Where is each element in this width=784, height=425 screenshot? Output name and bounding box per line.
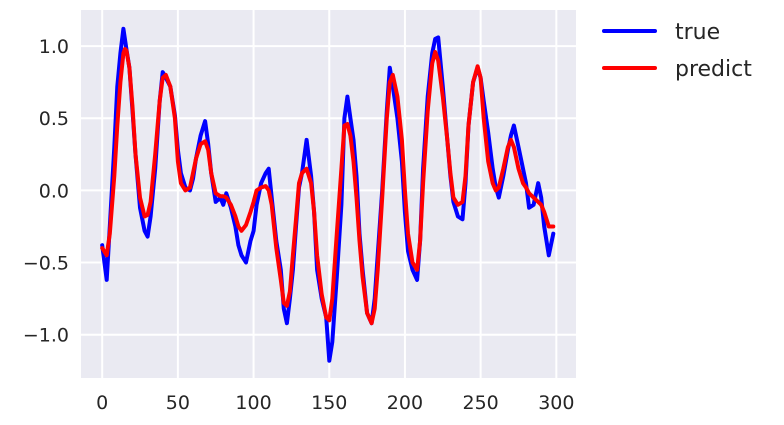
x-tick-label: 50 [166,392,190,414]
y-tick-labels: −1.0 −0.5 0.0 0.5 1.0 [23,36,69,347]
legend-label-true: true [675,20,720,45]
series-lines [100,26,556,363]
x-tick-label: 100 [235,392,271,414]
x-tick-labels: 0 50 100 150 200 250 300 [96,392,574,414]
y-tick-label: 1.0 [39,36,69,58]
y-tick-label: 0.0 [39,180,69,202]
x-tick-label: 0 [96,392,108,414]
y-tick-label: −0.5 [23,253,69,275]
x-tick-label: 250 [463,392,499,414]
grid [81,10,576,378]
legend: true predict [602,20,752,82]
x-tick-label: 300 [538,392,574,414]
x-tick-label: 200 [387,392,423,414]
y-tick-label: 0.5 [39,108,69,130]
y-tick-label: −1.0 [23,325,69,347]
x-tick-label: 150 [311,392,347,414]
series-line-predict [100,47,556,326]
legend-label-predict: predict [675,57,752,82]
